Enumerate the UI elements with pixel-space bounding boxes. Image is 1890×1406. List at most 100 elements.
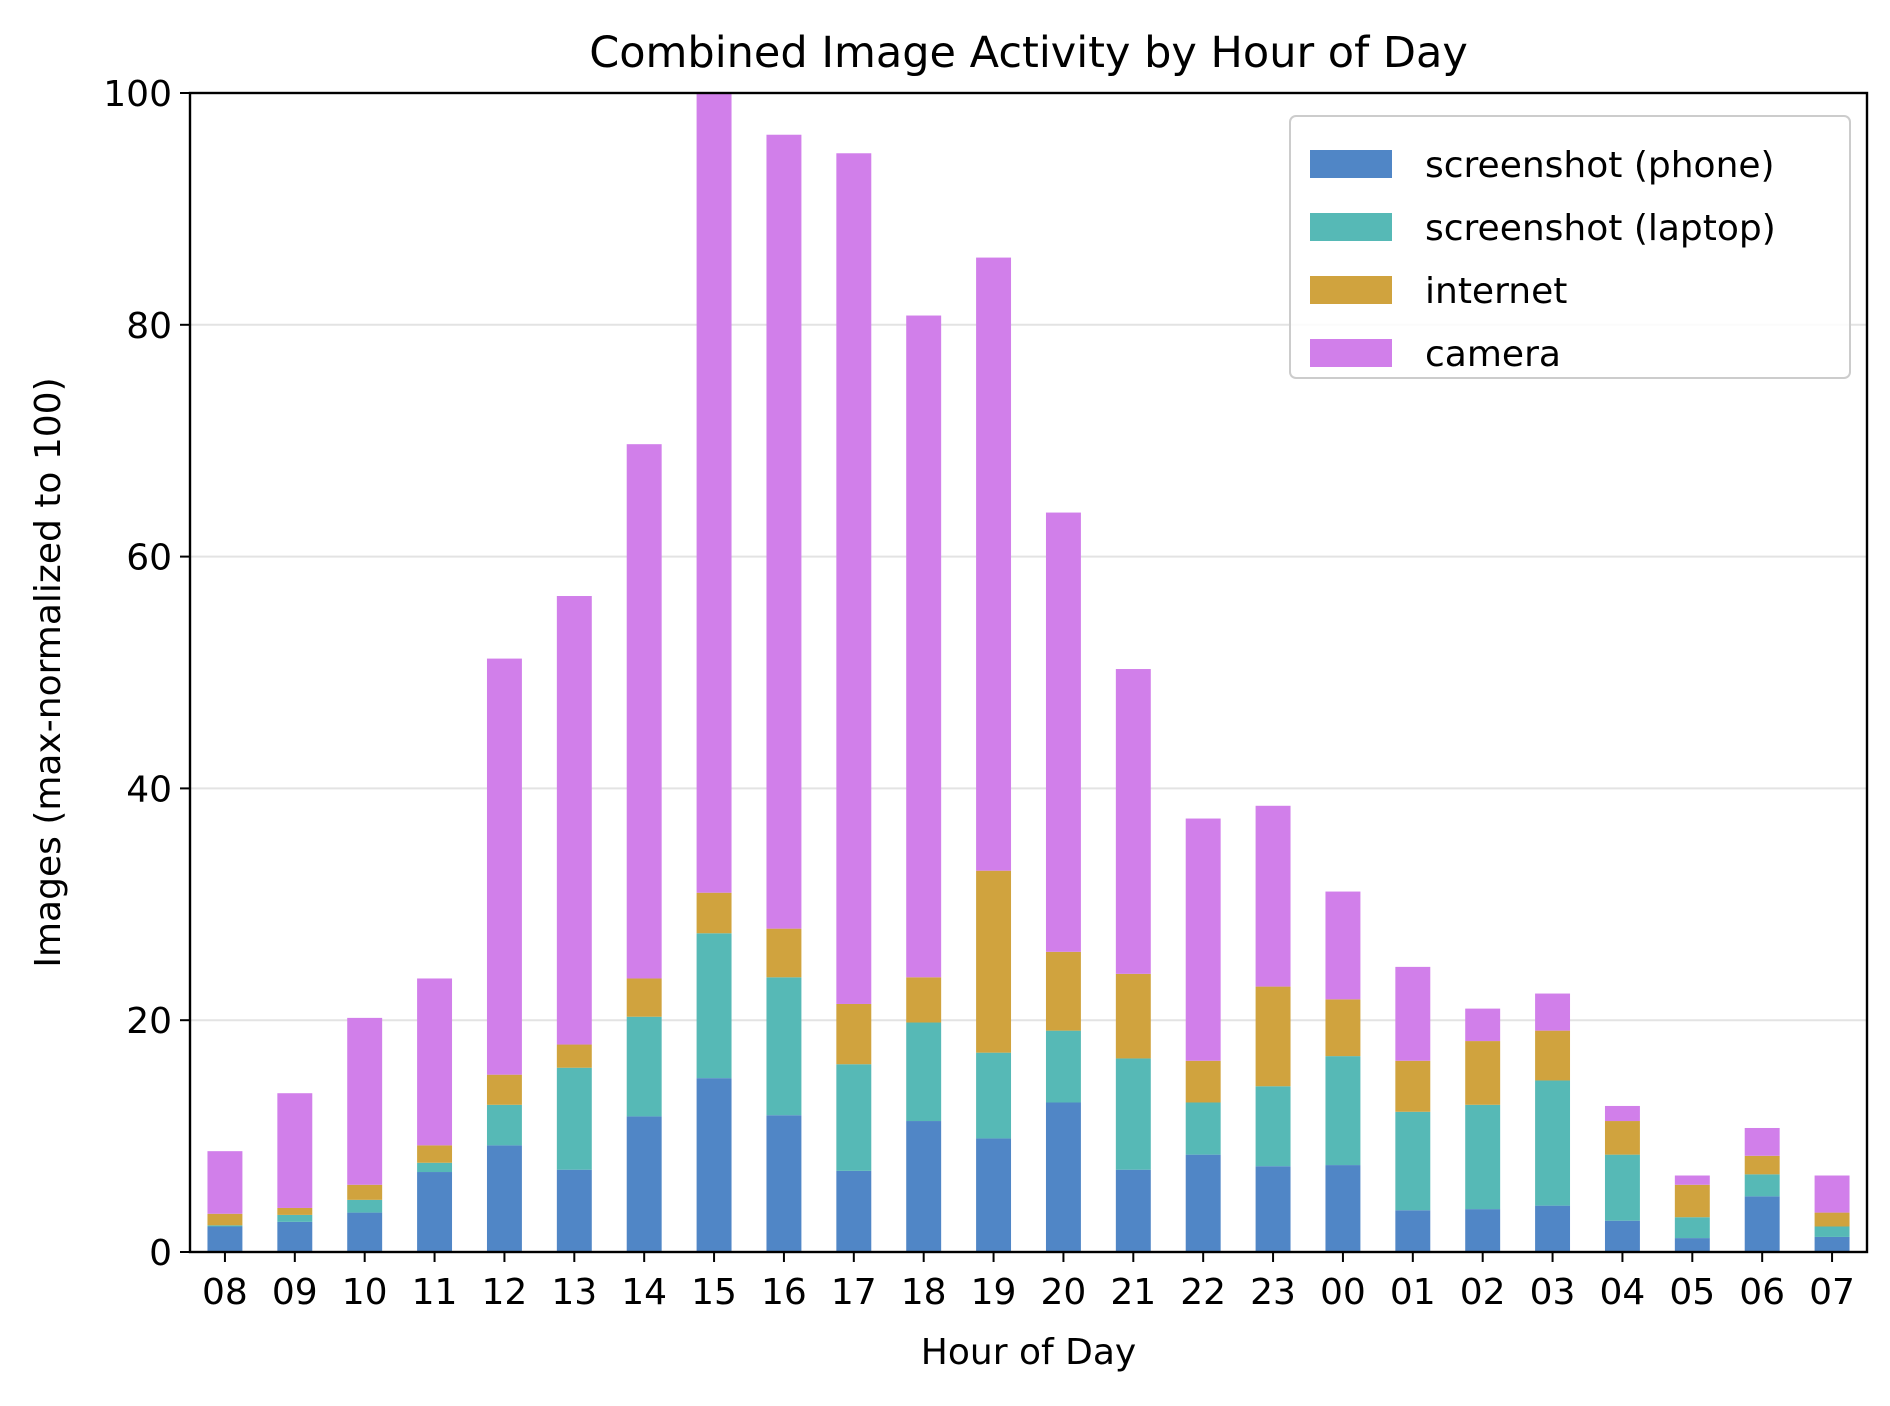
x-tick-label: 16 <box>761 1272 807 1313</box>
bar-segment-screenshot-laptop-23 <box>1255 1086 1291 1167</box>
x-tick-label: 22 <box>1180 1272 1226 1313</box>
legend-label: internet <box>1425 271 1567 312</box>
bar-segment-screenshot-phone-18 <box>906 1121 942 1252</box>
y-tick-label: 20 <box>126 1001 172 1042</box>
bar-segment-screenshot-phone-14 <box>626 1116 662 1252</box>
legend-label: screenshot (phone) <box>1425 145 1775 186</box>
bar-segment-screenshot-phone-07 <box>1814 1236 1850 1252</box>
legend-swatch <box>1310 276 1392 304</box>
bar-segment-screenshot-laptop-12 <box>486 1104 522 1146</box>
bar-segment-camera-17 <box>836 153 872 1004</box>
bar-segment-camera-09 <box>277 1093 313 1208</box>
x-tick-label: 01 <box>1390 1272 1436 1313</box>
bar-segment-screenshot-laptop-17 <box>836 1064 872 1171</box>
bar-segment-internet-12 <box>486 1074 522 1105</box>
bar-segment-screenshot-laptop-11 <box>417 1162 453 1173</box>
x-tick-label: 12 <box>482 1272 528 1313</box>
x-tick-label: 07 <box>1809 1272 1855 1313</box>
bar-segment-screenshot-phone-13 <box>556 1169 592 1252</box>
bar-segment-screenshot-phone-09 <box>277 1221 313 1252</box>
x-tick-label: 21 <box>1110 1272 1156 1313</box>
bar-segment-internet-14 <box>626 978 662 1017</box>
gridlines <box>190 323 1867 1022</box>
bar-segment-screenshot-laptop-00 <box>1325 1056 1361 1166</box>
bar-segment-camera-03 <box>1535 993 1571 1031</box>
bar-segment-screenshot-phone-21 <box>1115 1169 1151 1252</box>
x-tick-label: 02 <box>1460 1272 1506 1313</box>
bar-segment-internet-00 <box>1325 999 1361 1057</box>
x-tick-label: 08 <box>202 1272 248 1313</box>
bar-segment-screenshot-laptop-02 <box>1465 1104 1501 1210</box>
legend-swatch <box>1310 150 1392 178</box>
x-tick-label: 10 <box>342 1272 388 1313</box>
plot-frame <box>188 91 1869 1254</box>
bar-segment-screenshot-laptop-13 <box>556 1067 592 1170</box>
bar-segment-screenshot-phone-06 <box>1744 1196 1780 1252</box>
bar-segment-camera-20 <box>1045 512 1081 952</box>
x-tick-label: 09 <box>272 1272 318 1313</box>
y-tick-label: 40 <box>126 769 172 810</box>
bar-segment-internet-01 <box>1395 1060 1431 1112</box>
bar-segment-internet-16 <box>766 928 802 978</box>
bar-segment-screenshot-laptop-05 <box>1674 1217 1710 1239</box>
bar-segment-screenshot-laptop-15 <box>696 933 732 1079</box>
bar-segment-screenshot-laptop-19 <box>976 1052 1012 1139</box>
bar-segment-internet-21 <box>1115 973 1151 1059</box>
bar-segment-screenshot-phone-17 <box>836 1170 872 1252</box>
bar-segment-camera-07 <box>1814 1175 1850 1213</box>
y-tick-label: 60 <box>126 538 172 579</box>
bar-segment-internet-09 <box>277 1207 313 1215</box>
bar-segment-camera-05 <box>1674 1175 1710 1185</box>
legend-swatch <box>1310 213 1392 241</box>
bar-segment-camera-13 <box>556 596 592 1045</box>
bar-segment-screenshot-phone-01 <box>1395 1210 1431 1252</box>
bar-segment-camera-04 <box>1604 1105 1640 1122</box>
bar-segment-internet-18 <box>906 977 942 1023</box>
y-axis-ticks: 0 20 40 60 80 100 <box>103 74 190 1274</box>
bar-segment-camera-15 <box>696 93 732 893</box>
legend-box <box>1289 115 1851 379</box>
y-tick-label: 100 <box>103 74 172 115</box>
legend-label: screenshot (laptop) <box>1425 208 1776 249</box>
x-tick-label: 06 <box>1739 1272 1785 1313</box>
bar-segment-camera-12 <box>486 658 522 1075</box>
bar-segment-internet-11 <box>417 1145 453 1163</box>
bar-segment-camera-11 <box>417 978 453 1146</box>
bar-segment-screenshot-laptop-10 <box>347 1199 383 1213</box>
bar-segment-internet-15 <box>696 892 732 934</box>
bar-segment-screenshot-phone-19 <box>976 1138 1012 1252</box>
bar-segment-camera-23 <box>1255 805 1291 987</box>
bar-segment-screenshot-laptop-08 <box>207 1225 243 1227</box>
x-axis-ticks: 08 09 10 11 12 13 14 15 16 17 18 19 20 21 22 23 00 01 02 03… <box>202 1252 1855 1313</box>
bar-segment-screenshot-phone-23 <box>1255 1166 1291 1252</box>
bar-segment-screenshot-phone-10 <box>347 1212 383 1252</box>
x-tick-label: 05 <box>1669 1272 1715 1313</box>
bar-segment-screenshot-laptop-20 <box>1045 1030 1081 1103</box>
bar-segment-camera-22 <box>1185 818 1221 1061</box>
x-tick-label: 19 <box>971 1272 1017 1313</box>
bar-segment-screenshot-phone-04 <box>1604 1220 1640 1252</box>
bar-segment-camera-01 <box>1395 966 1431 1061</box>
bar-segment-internet-05 <box>1674 1184 1710 1218</box>
bar-segment-camera-18 <box>906 315 942 978</box>
bar-segment-screenshot-phone-08 <box>207 1226 243 1252</box>
x-tick-label: 17 <box>831 1272 877 1313</box>
y-tick-label: 0 <box>149 1233 172 1274</box>
bar-segment-internet-06 <box>1744 1155 1780 1175</box>
bar-segment-screenshot-laptop-07 <box>1814 1226 1850 1237</box>
bar-segment-camera-14 <box>626 444 662 979</box>
x-tick-label: 03 <box>1530 1272 1576 1313</box>
bar-segment-screenshot-laptop-16 <box>766 977 802 1116</box>
bar-segment-camera-21 <box>1115 669 1151 974</box>
y-axis-title: Images (max-normalized to 100) <box>28 377 69 967</box>
bar-segment-internet-03 <box>1535 1030 1571 1081</box>
bar-segment-internet-23 <box>1255 986 1291 1087</box>
bar-segment-camera-00 <box>1325 891 1361 1000</box>
bar-segment-camera-16 <box>766 134 802 929</box>
x-tick-label: 23 <box>1250 1272 1296 1313</box>
bar-segment-camera-08 <box>207 1151 243 1214</box>
legend: screenshot (phone) screenshot (laptop) int… <box>1289 115 1851 379</box>
bar-segment-camera-06 <box>1744 1127 1780 1156</box>
bar-segment-screenshot-phone-20 <box>1045 1102 1081 1252</box>
bar-segment-screenshot-laptop-04 <box>1604 1154 1640 1221</box>
